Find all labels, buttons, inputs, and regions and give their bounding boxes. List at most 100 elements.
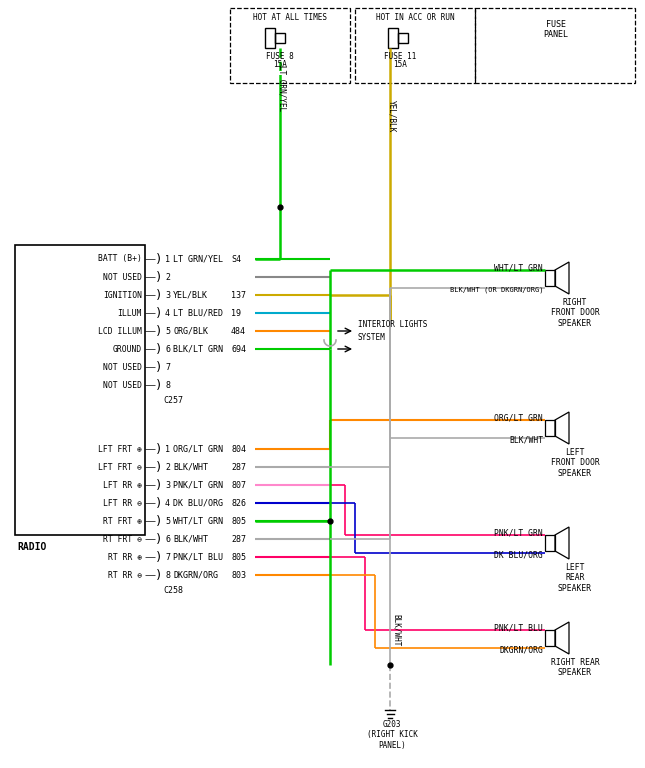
Text: DKGRN/ORG: DKGRN/ORG bbox=[173, 571, 218, 580]
Text: 7: 7 bbox=[165, 362, 170, 372]
Text: DK BLU/ORG: DK BLU/ORG bbox=[494, 551, 543, 560]
Text: FUSE 11: FUSE 11 bbox=[384, 52, 416, 61]
Text: C257: C257 bbox=[163, 396, 183, 405]
Text: 803: 803 bbox=[231, 571, 246, 580]
Text: LT BLU/RED: LT BLU/RED bbox=[173, 309, 223, 317]
Text: 287: 287 bbox=[231, 462, 246, 472]
Text: NOT USED: NOT USED bbox=[103, 380, 142, 389]
Text: ): ) bbox=[155, 270, 163, 283]
Text: 1: 1 bbox=[165, 445, 170, 453]
Text: ): ) bbox=[155, 442, 163, 455]
Text: FUSE 8: FUSE 8 bbox=[266, 52, 294, 61]
Text: 6: 6 bbox=[165, 345, 170, 353]
Text: RT RR ⊕: RT RR ⊕ bbox=[108, 552, 142, 561]
Text: ): ) bbox=[155, 343, 163, 356]
Text: PNK/LT GRN: PNK/LT GRN bbox=[494, 528, 543, 538]
Text: 3: 3 bbox=[165, 481, 170, 489]
Text: NOT USED: NOT USED bbox=[103, 362, 142, 372]
Text: 15A: 15A bbox=[393, 60, 407, 69]
Text: ): ) bbox=[155, 379, 163, 392]
Text: RIGHT REAR
SPEAKER: RIGHT REAR SPEAKER bbox=[551, 658, 599, 677]
Text: S4: S4 bbox=[231, 254, 241, 263]
Bar bbox=[355, 8, 475, 83]
Text: 2: 2 bbox=[165, 273, 170, 282]
Text: ): ) bbox=[155, 306, 163, 319]
Text: 4: 4 bbox=[165, 498, 170, 508]
Text: 805: 805 bbox=[231, 552, 246, 561]
Text: 484: 484 bbox=[231, 326, 246, 336]
Text: 15A: 15A bbox=[273, 60, 287, 69]
Text: PNK/LT GRN: PNK/LT GRN bbox=[173, 481, 223, 489]
Text: ORG/LT GRN: ORG/LT GRN bbox=[173, 445, 223, 453]
Text: WHT/LT GRN: WHT/LT GRN bbox=[173, 517, 223, 525]
Text: 2: 2 bbox=[165, 462, 170, 472]
Text: 19: 19 bbox=[231, 309, 241, 317]
Text: RT RR ⊖: RT RR ⊖ bbox=[108, 571, 142, 580]
Text: ORG/BLK: ORG/BLK bbox=[173, 326, 208, 336]
Text: 5: 5 bbox=[165, 517, 170, 525]
Bar bbox=[545, 535, 555, 551]
Text: LEFT
REAR
SPEAKER: LEFT REAR SPEAKER bbox=[558, 563, 592, 593]
Text: HOT IN ACC OR RUN: HOT IN ACC OR RUN bbox=[375, 13, 454, 22]
Text: 5: 5 bbox=[165, 326, 170, 336]
Text: 804: 804 bbox=[231, 445, 246, 453]
Bar bbox=[15, 245, 145, 535]
Text: 8: 8 bbox=[165, 380, 170, 389]
Text: DKGRN/ORG: DKGRN/ORG bbox=[499, 645, 543, 654]
Bar bbox=[230, 8, 350, 83]
Text: YEL/BLK: YEL/BLK bbox=[173, 290, 208, 300]
Text: NOT USED: NOT USED bbox=[103, 273, 142, 282]
Text: 8: 8 bbox=[165, 571, 170, 580]
Text: LFT RR ⊖: LFT RR ⊖ bbox=[103, 498, 142, 508]
Text: ): ) bbox=[155, 253, 163, 266]
Text: ORG/LT GRN: ORG/LT GRN bbox=[494, 413, 543, 422]
Text: GROUND: GROUND bbox=[113, 345, 142, 353]
Text: 1: 1 bbox=[165, 254, 170, 263]
Text: PNK/LT BLU: PNK/LT BLU bbox=[173, 552, 223, 561]
Bar bbox=[545, 270, 555, 286]
Text: BLK/WHT: BLK/WHT bbox=[392, 614, 401, 646]
Bar bbox=[545, 630, 555, 646]
Text: BLK/LT GRN: BLK/LT GRN bbox=[173, 345, 223, 353]
Text: FUSE
PANEL: FUSE PANEL bbox=[544, 20, 568, 39]
Bar bbox=[545, 420, 555, 436]
Text: ): ) bbox=[155, 568, 163, 581]
Bar bbox=[398, 33, 408, 43]
Text: LFT RR ⊕: LFT RR ⊕ bbox=[103, 481, 142, 489]
Text: ): ) bbox=[155, 551, 163, 564]
Text: RT FRT ⊕: RT FRT ⊕ bbox=[103, 517, 142, 525]
Text: ): ) bbox=[155, 496, 163, 509]
Text: BLK/WHT: BLK/WHT bbox=[173, 462, 208, 472]
Text: 826: 826 bbox=[231, 498, 246, 508]
Text: ): ) bbox=[155, 478, 163, 492]
Text: HOT AT ALL TIMES: HOT AT ALL TIMES bbox=[253, 13, 327, 22]
Text: BLK/WHT: BLK/WHT bbox=[509, 435, 543, 445]
Text: LT GRN/YEL: LT GRN/YEL bbox=[173, 254, 223, 263]
Text: LT GRN/YEL: LT GRN/YEL bbox=[277, 65, 286, 111]
Text: LFT FRT ⊖: LFT FRT ⊖ bbox=[98, 462, 142, 472]
Text: 3: 3 bbox=[165, 290, 170, 300]
Text: ): ) bbox=[155, 515, 163, 528]
Text: LFT FRT ⊕: LFT FRT ⊕ bbox=[98, 445, 142, 453]
Text: 287: 287 bbox=[231, 535, 246, 544]
Bar bbox=[275, 33, 285, 43]
Text: BATT (B+): BATT (B+) bbox=[98, 254, 142, 263]
Text: 805: 805 bbox=[231, 517, 246, 525]
Bar bbox=[475, 8, 635, 83]
Text: ): ) bbox=[155, 325, 163, 337]
Text: BLK/WHT (OR DKGRN/ORG): BLK/WHT (OR DKGRN/ORG) bbox=[450, 286, 543, 293]
Text: 6: 6 bbox=[165, 535, 170, 544]
Text: LEFT
FRONT DOOR
SPEAKER: LEFT FRONT DOOR SPEAKER bbox=[551, 448, 599, 478]
Bar bbox=[265, 28, 275, 48]
Text: ): ) bbox=[155, 289, 163, 302]
Text: RT FRT ⊖: RT FRT ⊖ bbox=[103, 535, 142, 544]
Text: RADIO: RADIO bbox=[17, 542, 46, 552]
Text: WHT/LT GRN: WHT/LT GRN bbox=[494, 263, 543, 273]
Text: BLK/WHT: BLK/WHT bbox=[173, 535, 208, 544]
Text: ): ) bbox=[155, 532, 163, 545]
Text: 807: 807 bbox=[231, 481, 246, 489]
Text: ): ) bbox=[155, 360, 163, 373]
Text: ): ) bbox=[155, 461, 163, 474]
Text: G203
(RIGHT KICK
PANEL): G203 (RIGHT KICK PANEL) bbox=[366, 720, 417, 750]
Text: 7: 7 bbox=[165, 552, 170, 561]
